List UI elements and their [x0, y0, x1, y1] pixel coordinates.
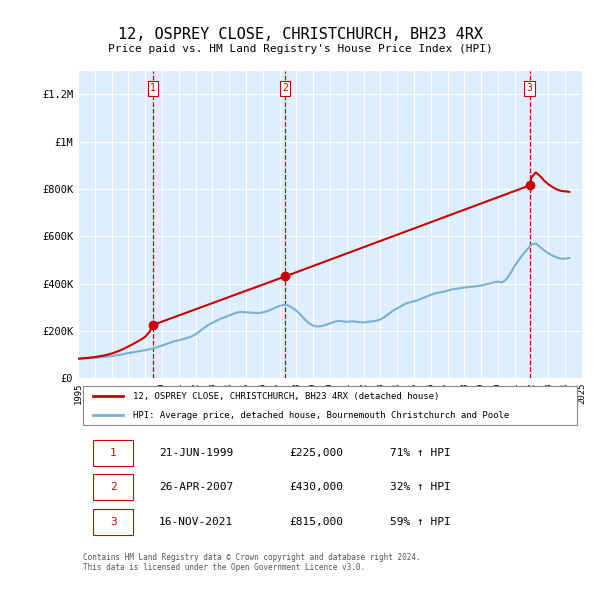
Text: 12, OSPREY CLOSE, CHRISTCHURCH, BH23 4RX: 12, OSPREY CLOSE, CHRISTCHURCH, BH23 4RX	[118, 27, 482, 41]
Text: 12, OSPREY CLOSE, CHRISTCHURCH, BH23 4RX (detached house): 12, OSPREY CLOSE, CHRISTCHURCH, BH23 4RX…	[133, 392, 440, 401]
Text: 21-JUN-1999: 21-JUN-1999	[158, 448, 233, 458]
Text: 2: 2	[282, 83, 288, 93]
Text: 3: 3	[527, 83, 533, 93]
FancyBboxPatch shape	[93, 474, 133, 500]
FancyBboxPatch shape	[83, 386, 577, 425]
Text: 32% ↑ HPI: 32% ↑ HPI	[391, 482, 451, 492]
FancyBboxPatch shape	[93, 509, 133, 535]
Text: Contains HM Land Registry data © Crown copyright and database right 2024.
This d: Contains HM Land Registry data © Crown c…	[83, 553, 421, 572]
Text: £430,000: £430,000	[290, 482, 344, 492]
Text: 1: 1	[110, 448, 116, 458]
FancyBboxPatch shape	[93, 440, 133, 466]
Text: 2: 2	[110, 482, 116, 492]
Text: £815,000: £815,000	[290, 517, 344, 527]
Text: 1: 1	[150, 83, 156, 93]
Text: 16-NOV-2021: 16-NOV-2021	[158, 517, 233, 527]
Text: 26-APR-2007: 26-APR-2007	[158, 482, 233, 492]
Text: Price paid vs. HM Land Registry's House Price Index (HPI): Price paid vs. HM Land Registry's House …	[107, 44, 493, 54]
Text: 3: 3	[110, 517, 116, 527]
Text: 59% ↑ HPI: 59% ↑ HPI	[391, 517, 451, 527]
Text: HPI: Average price, detached house, Bournemouth Christchurch and Poole: HPI: Average price, detached house, Bour…	[133, 411, 509, 419]
Text: 71% ↑ HPI: 71% ↑ HPI	[391, 448, 451, 458]
Text: £225,000: £225,000	[290, 448, 344, 458]
